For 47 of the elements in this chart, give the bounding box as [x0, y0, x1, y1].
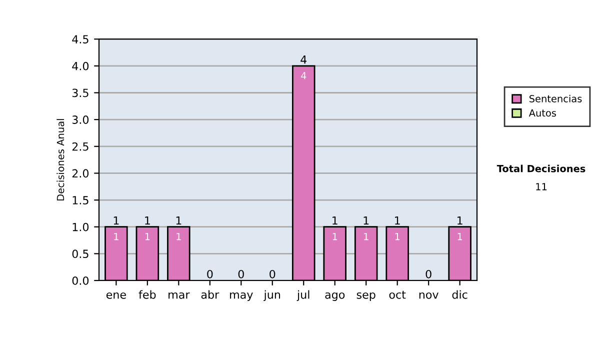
total-label: 1: [145, 216, 150, 225]
x-tick-label: ago: [325, 292, 345, 301]
data-label: 1: [395, 233, 400, 240]
y-tick-label: 4.5: [72, 35, 88, 44]
data-label: 1: [332, 233, 338, 240]
total-label: 1: [332, 216, 338, 225]
x-tick-label: jul: [296, 290, 310, 301]
x-tick-label: oct: [389, 290, 406, 299]
x-tick-label: nov: [419, 292, 438, 299]
total-label: 1: [395, 216, 400, 225]
total-label: 0: [238, 270, 244, 278]
y-tick-label: 1.5: [72, 196, 88, 204]
y-tick-label: 0.0: [72, 276, 89, 285]
total-label: 1: [176, 216, 182, 225]
y-tick-label: 2.0: [72, 169, 89, 178]
data-label: 1: [114, 233, 118, 240]
total-label: 1: [458, 216, 462, 225]
legend-label: Autos: [528, 109, 556, 117]
total-label: 1: [114, 216, 119, 225]
x-tick-label: abr: [201, 290, 220, 299]
x-tick-label: ene: [106, 292, 126, 299]
y-tick-label: 1.0: [72, 222, 89, 232]
total-label: 4: [300, 56, 307, 64]
data-label: 1: [364, 233, 368, 240]
x-tick-label: mar: [168, 292, 190, 299]
data-label: 1: [145, 233, 150, 240]
total-label: 0: [270, 270, 276, 278]
total-label: 1: [364, 216, 369, 225]
text: Total Decisiones: [496, 164, 586, 172]
x-tick-label: may: [230, 292, 253, 301]
total-label: 0: [207, 270, 213, 278]
y-tick-label: 4.0: [72, 62, 89, 70]
text: 11: [536, 183, 547, 190]
y-tick-label: 3.0: [72, 116, 89, 124]
x-tick-label: feb: [138, 290, 156, 299]
y-axis-title: Decisiones Anual: [56, 119, 64, 200]
y-tick-label: 2.5: [72, 142, 88, 151]
x-tick-label: sep: [356, 292, 376, 301]
total-label: 0: [426, 270, 432, 278]
x-tick-label: dic: [452, 290, 468, 299]
legend-label: Sentencias: [529, 94, 582, 102]
data-label: 1: [458, 233, 462, 240]
data-label: 1: [176, 233, 181, 240]
y-tick-label: 3.5: [72, 88, 88, 98]
data-label: 4: [301, 72, 306, 80]
y-tick-label: 0.5: [72, 250, 88, 258]
x-tick-label: jun: [264, 290, 280, 301]
